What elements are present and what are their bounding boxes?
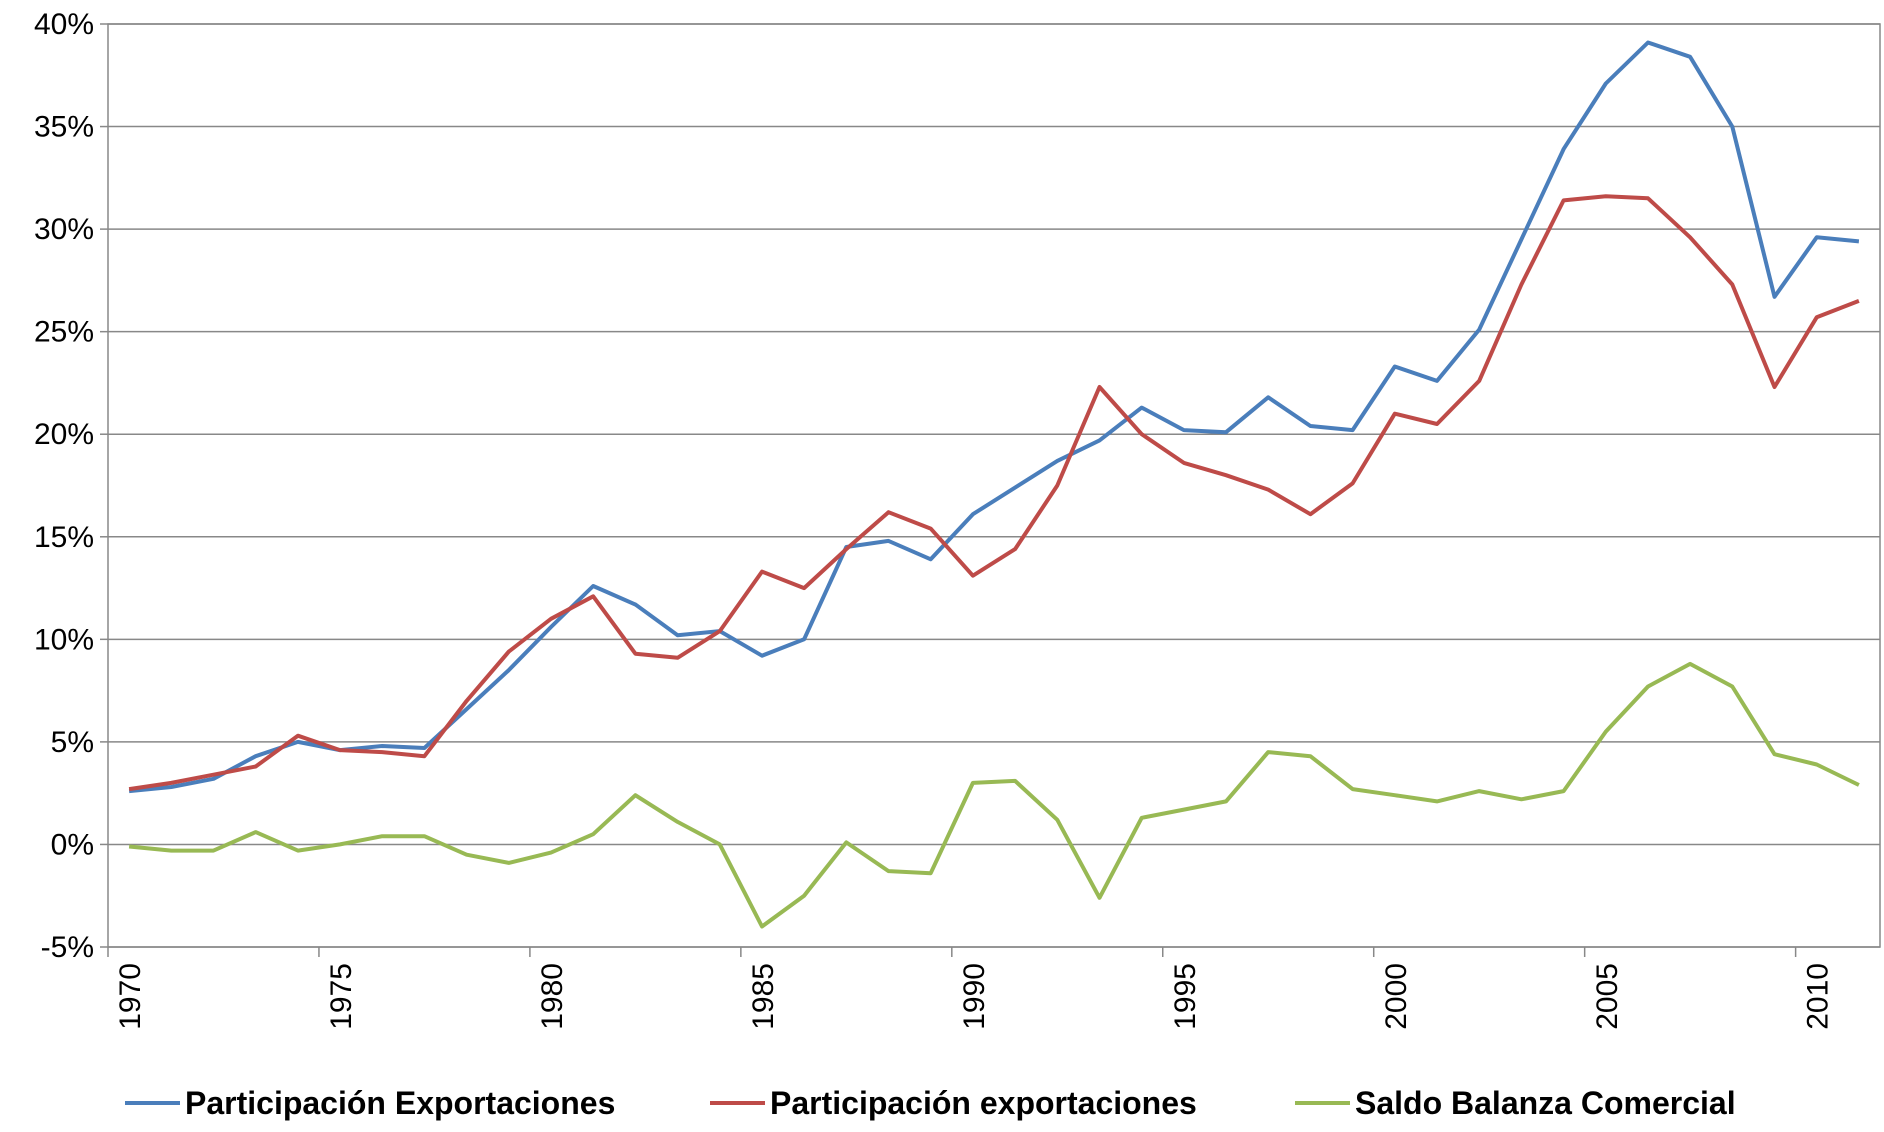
plot-frame: [107, 23, 1881, 948]
series-line: [128, 661, 1860, 929]
x-tick-label: 2010: [1802, 963, 1835, 1030]
y-tick-label: 10%: [34, 623, 94, 656]
x-tick-label: 1970: [114, 963, 147, 1030]
legend-label: Saldo Balanza Comercial: [1355, 1085, 1736, 1121]
x-tick-label: 2005: [1591, 963, 1624, 1030]
legend-label: Participación exportaciones: [770, 1085, 1197, 1121]
y-tick-label: -5%: [41, 931, 94, 964]
y-tick-label: 0%: [51, 828, 94, 861]
y-tick-label: 15%: [34, 521, 94, 554]
y-tick-label: 5%: [51, 726, 94, 759]
x-tick-label: 1990: [958, 963, 991, 1030]
x-tick-label: 1975: [325, 963, 358, 1030]
y-tick-label: 35%: [34, 111, 94, 144]
x-tick-label: 2000: [1380, 963, 1413, 1030]
series-line: [128, 194, 1860, 792]
series-line: [128, 40, 1860, 794]
y-tick-label: 40%: [34, 8, 94, 41]
x-tick-label: 1995: [1169, 963, 1202, 1030]
legend-label: Participación Exportaciones: [185, 1085, 615, 1121]
y-tick-label: 25%: [34, 316, 94, 349]
y-tick-label: 20%: [34, 418, 94, 451]
x-tick-label: 1980: [536, 963, 569, 1030]
x-tick-label: 1985: [747, 963, 780, 1030]
y-tick-label: 30%: [34, 213, 94, 246]
